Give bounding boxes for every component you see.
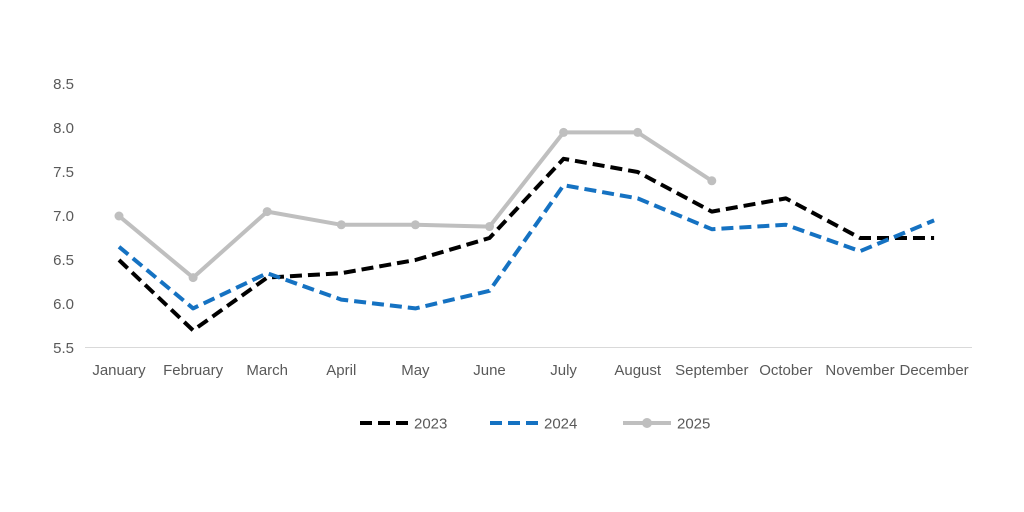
series-line-2025 bbox=[117, 130, 713, 280]
y-tick-label: 7.0 bbox=[53, 208, 74, 225]
legend-marker-2025 bbox=[642, 418, 652, 428]
x-tick-label: May bbox=[401, 362, 430, 379]
series-marker-2025 bbox=[336, 220, 346, 230]
y-tick-label: 6.0 bbox=[53, 296, 74, 313]
series-marker-2025 bbox=[559, 127, 569, 137]
series-line-2024 bbox=[117, 183, 935, 311]
x-tick-label: December bbox=[899, 362, 968, 379]
x-tick-label: November bbox=[825, 362, 894, 379]
y-tick-label: 6.5 bbox=[53, 252, 74, 269]
legend-label-2023: 2023 bbox=[414, 416, 447, 433]
x-tick-label: July bbox=[550, 362, 577, 379]
x-tick-label: September bbox=[675, 362, 748, 379]
series-marker-2025 bbox=[707, 176, 717, 186]
legend-label-2024: 2024 bbox=[544, 416, 577, 433]
y-tick-label: 5.5 bbox=[53, 340, 74, 357]
series-marker-2025 bbox=[485, 222, 494, 232]
legend-label-2025: 2025 bbox=[677, 416, 710, 433]
y-tick-label: 8.5 bbox=[53, 76, 74, 93]
series-marker-2025 bbox=[114, 211, 124, 221]
legend-item-2025: 2025 bbox=[623, 416, 710, 433]
x-tick-label: August bbox=[614, 362, 662, 379]
x-tick-label: April bbox=[326, 362, 356, 379]
series-marker-2025 bbox=[410, 220, 420, 230]
x-axis: January February March April May June July Augu… bbox=[92, 362, 968, 379]
y-axis: 8.5 8.0 7.5 7.0 6.5 6.0 5.5 bbox=[53, 76, 74, 357]
legend-item-2024: 2024 bbox=[490, 416, 577, 433]
legend: 2023 2024 2025 bbox=[360, 416, 710, 433]
series-line-2023 bbox=[117, 156, 935, 333]
x-tick-label: June bbox=[473, 362, 506, 379]
plot-series bbox=[114, 127, 935, 333]
x-tick-label: March bbox=[246, 362, 288, 379]
x-tick-label: October bbox=[759, 362, 812, 379]
series-marker-2025 bbox=[262, 207, 272, 217]
series-marker-2025 bbox=[633, 127, 643, 137]
y-tick-label: 7.5 bbox=[53, 164, 74, 181]
x-tick-label: January bbox=[92, 362, 146, 379]
x-tick-label: February bbox=[163, 362, 224, 379]
series-marker-2025 bbox=[188, 273, 198, 283]
y-tick-label: 8.0 bbox=[53, 120, 74, 137]
legend-item-2023: 2023 bbox=[360, 416, 447, 433]
